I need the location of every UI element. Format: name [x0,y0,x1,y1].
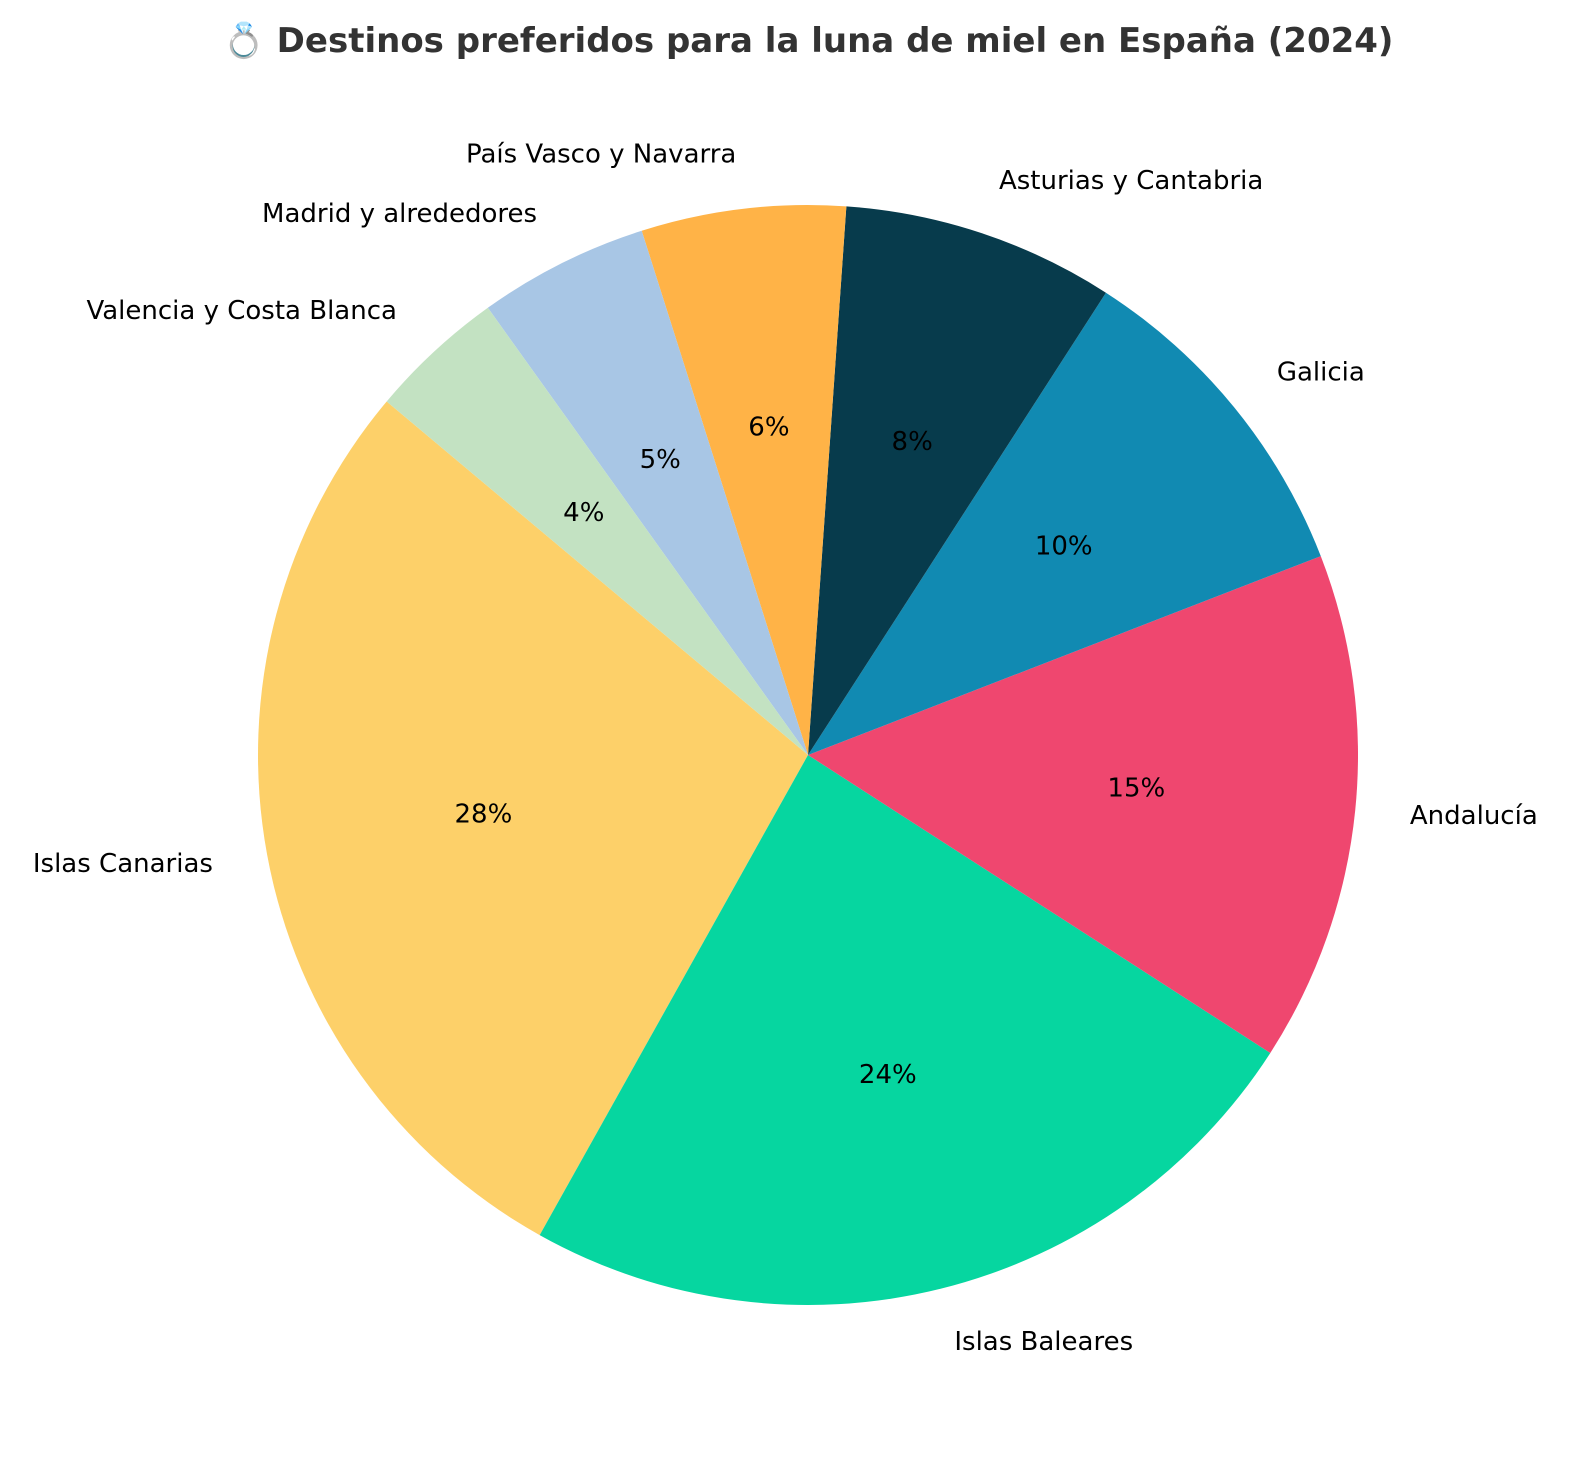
pct-label-islas-baleares: 24% [859,1060,917,1090]
pie-slice-valencia-y-costa-blanca [386,307,808,755]
slice-label-islas-canarias: Islas Canarias [33,849,213,879]
pie-slice-madrid-y-alrededores [487,230,808,756]
pie-labels: 28% Islas Canarias 24% Islas Baleares 15% And… [33,139,1538,1357]
pie-slice-asturias-y-cantabria [808,206,1106,755]
pct-label-valencia-y-costa-blanca: 4% [563,498,604,528]
slice-label-valencia-y-costa-blanca: Valencia y Costa Blanca [86,296,396,326]
pct-label-islas-canarias: 28% [455,800,513,830]
slice-label-asturias-y-cantabria: Asturias y Cantabria [999,166,1263,196]
chart-title: 💍 Destinos preferidos para la luna de mi… [223,21,1394,61]
pct-label-madrid-y-alrededores: 5% [640,445,681,475]
pct-label-galicia: 10% [1035,531,1093,561]
slice-label-andalucia: Andalucía [1410,801,1538,831]
pie-slice-islas-canarias [257,401,808,1236]
slice-label-galicia: Galicia [1277,358,1365,388]
pie-slice-islas-baleares [539,755,1271,1305]
slice-label-madrid-y-alrededores: Madrid y alrededores [262,199,537,229]
pie-slices [257,205,1358,1305]
pct-label-asturias-y-cantabria: 8% [892,427,933,457]
slice-label-islas-baleares: Islas Baleares [954,1327,1133,1357]
slice-label-pais-vasco-y-navarra: País Vasco y Navarra [466,139,736,169]
pct-label-pais-vasco-y-navarra: 6% [748,412,789,442]
pct-label-andalucia: 15% [1107,773,1165,803]
pie-slice-pais-vasco-y-navarra [641,205,847,755]
pie-slice-andalucia [808,556,1358,1053]
pie-slice-galicia [808,292,1321,755]
